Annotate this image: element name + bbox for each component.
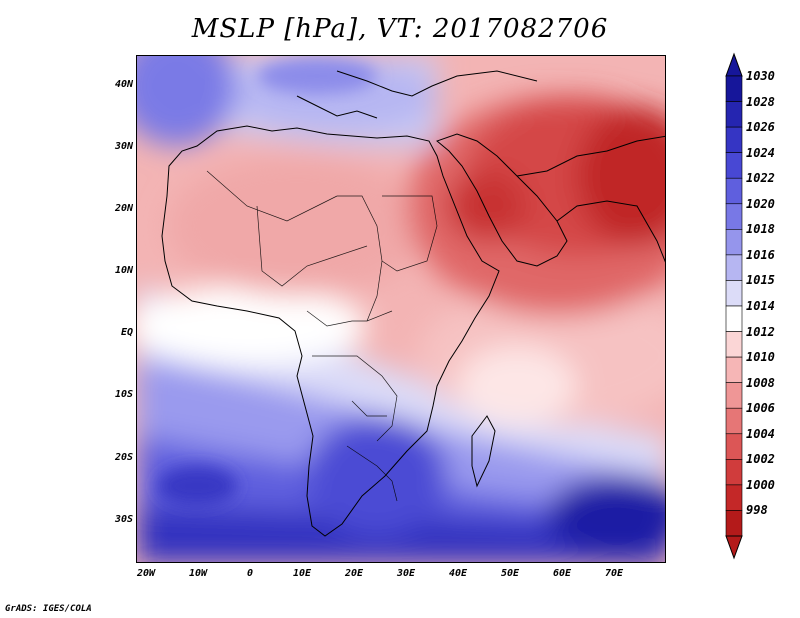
colorbar-label: 1002	[746, 452, 775, 467]
colorbar-label: 1028	[746, 94, 775, 109]
colorbar-label: 1000	[746, 477, 775, 492]
lon-tick-label: 30E	[396, 568, 416, 579]
colorbar-swatch	[725, 203, 743, 230]
pressure-map	[136, 55, 666, 563]
colorbar-label: 1015	[746, 273, 775, 288]
colorbar-swatch	[725, 101, 743, 128]
colorbar-label: 1004	[746, 426, 775, 441]
colorbar-label: 1018	[746, 222, 775, 237]
colorbar-label: 1030	[746, 69, 775, 83]
lon-tick-label: 10W	[188, 568, 208, 579]
lon-tick-label: 40E	[448, 568, 468, 579]
lat-tick-label: 20N	[114, 203, 133, 214]
lon-tick-label: 20W	[136, 568, 156, 579]
colorbar-swatch	[725, 254, 743, 281]
colorbar-swatch	[725, 459, 743, 486]
colorbar-label: 1012	[746, 324, 775, 339]
colorbar-label: 1008	[746, 375, 775, 390]
lon-tick-label: 10E	[292, 568, 312, 579]
colorbar-swatch	[725, 152, 743, 179]
lat-tick-label: 30S	[114, 514, 133, 525]
colorbar-swatch	[725, 280, 743, 307]
coastlines	[161, 70, 665, 537]
colorbar-label: 1016	[746, 247, 775, 262]
colorbar-swatch	[725, 382, 743, 409]
colorbar-swatch	[725, 356, 743, 383]
colorbar-max-arrow	[725, 52, 743, 77]
colorbar-swatch	[725, 75, 743, 102]
lon-tick-label: 60E	[552, 568, 572, 579]
footer-credit: GrADS: IGES/COLA	[5, 604, 92, 614]
borders	[206, 170, 438, 502]
colorbar	[725, 52, 743, 560]
lat-tick-label: 30N	[114, 141, 133, 152]
lat-tick-label: 10N	[114, 265, 133, 276]
colorbar-swatch	[725, 305, 743, 332]
lon-tick-label: 0	[246, 568, 254, 579]
colorbar-swatch	[725, 126, 743, 153]
lat-tick-label: 40N	[114, 79, 133, 90]
colorbar-swatch	[725, 177, 743, 205]
colorbar-swatch	[725, 331, 743, 358]
map-title: MSLP [hPa], VT: 2017082706	[191, 14, 609, 44]
pressure-field	[137, 56, 665, 562]
colorbar-swatch	[725, 229, 743, 256]
lat-tick-label: 10S	[114, 389, 133, 400]
colorbar-label: 1026	[746, 120, 775, 135]
lon-tick-label: 50E	[500, 568, 520, 579]
colorbar-label: 1020	[746, 196, 775, 211]
colorbar-label: 1010	[746, 350, 775, 365]
colorbar-label: 1024	[746, 145, 775, 160]
lon-tick-label: 20E	[344, 568, 364, 579]
colorbar-label: 1014	[746, 299, 775, 313]
colorbar-label: 1006	[746, 401, 775, 416]
colorbar-label: 1022	[746, 171, 775, 186]
colorbar-min-arrow	[725, 535, 743, 560]
colorbar-swatch	[725, 407, 743, 435]
lat-tick-label: EQ	[120, 327, 133, 338]
colorbar-swatch	[725, 510, 743, 537]
colorbar-label: 998	[746, 503, 768, 518]
colorbar-swatch	[725, 433, 743, 460]
colorbar-swatch	[725, 484, 743, 511]
lon-tick-label: 70E	[604, 568, 624, 579]
lat-tick-label: 20S	[114, 452, 133, 463]
